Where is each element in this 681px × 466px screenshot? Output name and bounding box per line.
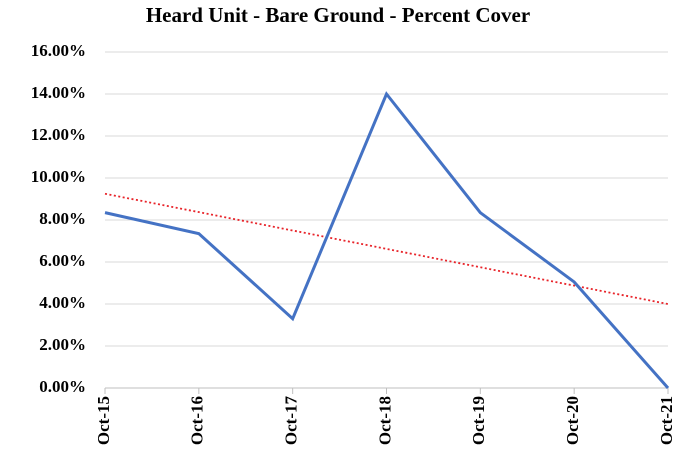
x-tick-label: Oct-20 xyxy=(563,396,582,445)
y-tick-label: 0.00% xyxy=(39,377,86,396)
y-tick-label: 4.00% xyxy=(39,293,86,312)
data-line xyxy=(104,91,670,389)
chart-title: Heard Unit - Bare Ground - Percent Cover xyxy=(146,3,530,27)
y-tick-label: 2.00% xyxy=(39,335,86,354)
x-tick-label: Oct-18 xyxy=(375,396,394,445)
x-tick-label: Oct-16 xyxy=(188,396,207,445)
y-tick-label: 14.00% xyxy=(31,83,86,102)
x-tick-label: Oct-21 xyxy=(657,396,676,445)
y-tick-label: 10.00% xyxy=(31,167,86,186)
x-tick-label: Oct-19 xyxy=(469,396,488,445)
y-tick-label: 8.00% xyxy=(39,209,86,228)
y-tick-label: 12.00% xyxy=(31,125,86,144)
y-tick-label: 16.00% xyxy=(31,41,86,60)
y-tick-label: 6.00% xyxy=(39,251,86,270)
x-tick-label: Oct-17 xyxy=(282,396,301,446)
x-tick-label: Oct-15 xyxy=(94,396,113,445)
trendline xyxy=(104,192,669,305)
